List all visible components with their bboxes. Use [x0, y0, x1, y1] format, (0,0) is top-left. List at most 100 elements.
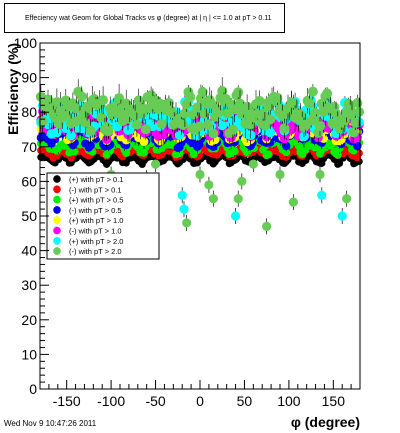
legend-marker	[53, 216, 61, 224]
data-point	[315, 169, 325, 180]
y-axis-title: Efficiency (%)	[5, 43, 21, 135]
data-point	[233, 87, 244, 98]
legend-marker	[53, 175, 61, 183]
data-point	[309, 107, 320, 118]
y-tick-label: 20	[21, 312, 37, 328]
data-point	[197, 86, 208, 97]
data-point	[62, 110, 73, 121]
y-tick-label: 0	[29, 381, 37, 397]
legend-entry: (-) with pT > 2.0	[53, 247, 122, 256]
data-point	[342, 194, 352, 204]
data-point	[98, 95, 109, 106]
chart-title: Effeciency wat Geom for Global Tracks vs…	[25, 14, 272, 22]
legend-label: (-) with pT > 0.5	[69, 206, 122, 215]
data-point	[51, 97, 62, 108]
legend-entry: (+) with pT > 0.5	[53, 195, 123, 205]
y-tick-label: 80	[21, 104, 37, 120]
data-point	[52, 127, 62, 138]
data-point	[230, 211, 241, 221]
data-point	[288, 98, 299, 109]
data-point	[85, 125, 96, 136]
data-point	[217, 120, 228, 131]
legend: (+) with pT > 0.1(-) with pT > 0.1 (+) wi…	[46, 172, 160, 260]
legend-label: (-) with pT > 2.0	[69, 247, 122, 256]
data-point	[86, 141, 95, 150]
data-point	[322, 88, 333, 99]
data-point	[304, 98, 315, 109]
data-point	[103, 126, 114, 137]
legend-label: (+) with pT > 2.0	[69, 237, 123, 246]
data-point	[140, 124, 151, 135]
data-point	[282, 141, 291, 151]
data-point	[192, 102, 203, 113]
y-tick-label: 70	[21, 139, 37, 155]
data-point	[124, 124, 135, 135]
data-point	[150, 159, 161, 169]
data-point	[233, 194, 243, 204]
data-point	[262, 221, 272, 231]
data-point	[203, 119, 213, 130]
x-tick-label: 100	[277, 393, 301, 409]
data-point	[227, 124, 238, 135]
data-point	[272, 92, 283, 103]
data-point	[199, 108, 210, 119]
data-point	[208, 194, 218, 204]
data-point	[177, 190, 187, 200]
legend-entry: (+) with pT > 1.0	[53, 216, 123, 225]
x-axis-title: φ (degree)	[291, 414, 360, 430]
data-point	[96, 112, 107, 123]
series-7	[35, 77, 365, 145]
y-tick-label: 30	[21, 277, 37, 293]
data-point	[237, 176, 247, 186]
data-point	[139, 137, 149, 146]
data-point	[167, 108, 178, 119]
data-point	[339, 115, 350, 126]
legend-label: (+) with pT > 0.1	[69, 175, 123, 184]
legend-marker	[53, 185, 61, 194]
data-point	[131, 119, 142, 130]
legend-marker	[53, 195, 61, 204]
data-point	[114, 93, 125, 104]
y-tick-label: 40	[21, 243, 37, 259]
legend-marker	[53, 247, 61, 255]
data-point	[156, 118, 167, 129]
x-tick-label: -50	[145, 393, 165, 409]
legend-label: (-) with pT > 0.1	[69, 185, 122, 194]
data-point	[265, 114, 276, 125]
legend-label: (+) with pT > 0.5	[69, 196, 123, 205]
data-point	[265, 127, 276, 138]
data-point	[179, 204, 189, 214]
legend-entry: (+) with pT > 0.1	[53, 175, 123, 184]
y-tick-label: 60	[21, 173, 37, 189]
data-point	[37, 116, 48, 127]
data-point	[315, 121, 325, 132]
data-point	[264, 150, 273, 159]
legend-entry: (+) with pT > 2.0	[53, 236, 123, 246]
data-point	[208, 128, 219, 139]
y-tick-label: 50	[21, 208, 37, 224]
legend-entry: (-) with pT > 1.0	[53, 226, 122, 236]
data-point	[185, 91, 196, 102]
data-point	[182, 218, 192, 228]
legend-entry: (-) with pT > 0.5	[53, 205, 122, 215]
data-point	[337, 211, 347, 221]
chart-title-box: Effeciency wat Geom for Global Tracks vs…	[4, 3, 285, 33]
data-point	[66, 130, 76, 141]
x-tick-label: 150	[322, 393, 346, 409]
data-point	[213, 107, 224, 118]
data-point	[295, 109, 306, 120]
data-point	[174, 130, 185, 140]
data-point	[282, 148, 291, 157]
data-point	[307, 86, 318, 97]
axes: 0 10 20 30 40 50 60 70 80 90 100 -150 -100 -50 0 50 100 1…	[5, 35, 361, 430]
x-tick-label: 0	[196, 393, 204, 409]
data-point	[178, 119, 189, 130]
y-tick-label: 100	[14, 35, 38, 51]
data-point	[217, 86, 228, 97]
data-point	[204, 180, 214, 190]
data-point	[80, 117, 91, 128]
data-point	[179, 108, 190, 119]
data-point	[352, 98, 363, 109]
y-tick-label: 90	[21, 70, 37, 86]
data-point	[230, 147, 239, 156]
